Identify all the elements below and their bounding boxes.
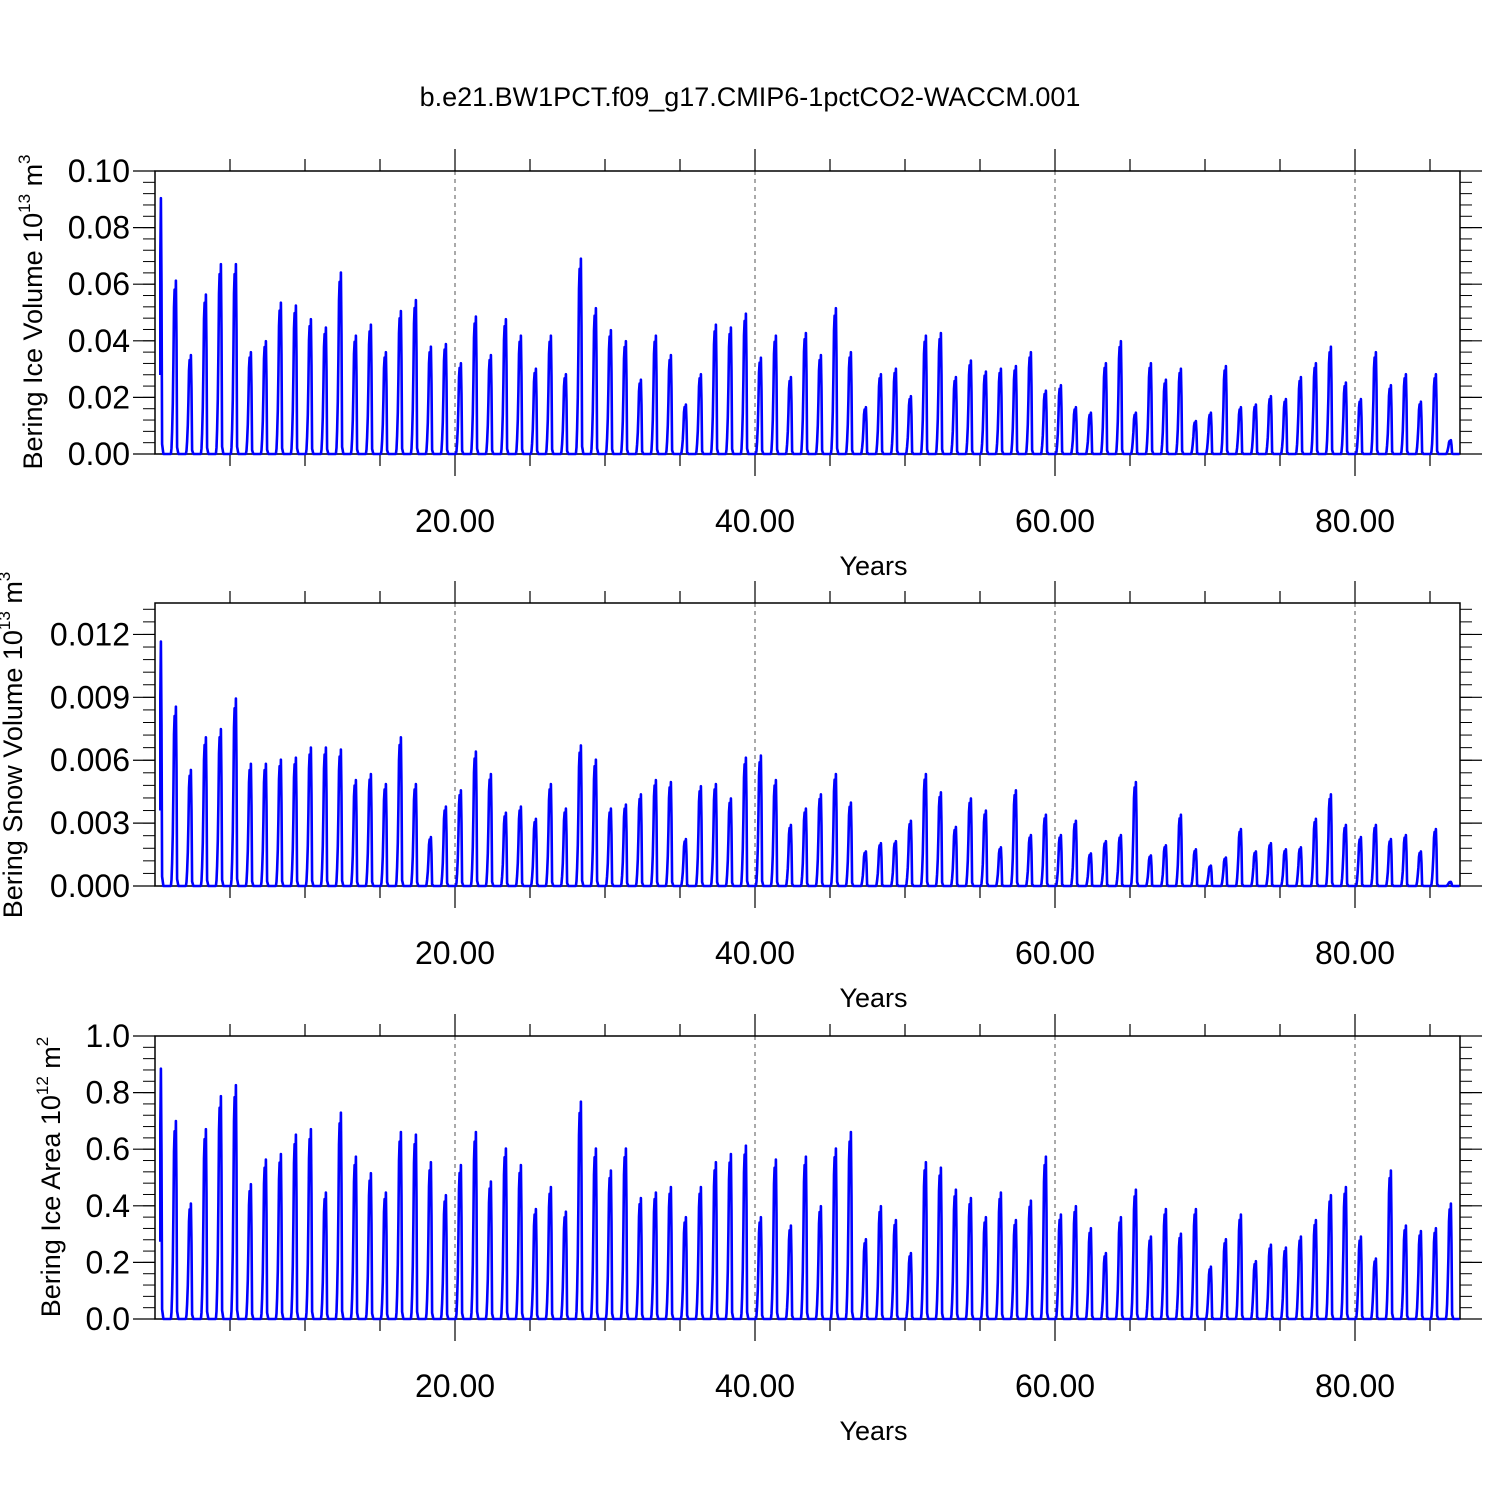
x-tick-label: 60.00 [1015,935,1095,971]
chart-title: b.e21.BW1PCT.f09_g17.CMIP6-1pctCO2-WACCM… [420,82,1081,112]
snow-volume-series-line [159,640,1461,888]
y-tick-label: 0.00 [68,436,130,472]
x-axis-title: Years [839,1416,907,1446]
x-tick-label: 40.00 [715,1368,795,1404]
x-tick-label: 60.00 [1015,1368,1095,1404]
panels: 20.00 40.00 60.00 80.00Years0.000.020.040.0… [0,149,1482,1446]
x-tick-label: 40.00 [715,935,795,971]
x-tick-label: 40.00 [715,503,795,539]
y-axis-title: Bering Ice Area 1012 m2 [33,1037,66,1318]
y-axis-title: Bering Snow Volume 1013 m3 [0,572,28,919]
y-axis-unit: m [18,164,48,194]
x-axis-title: Years [839,983,907,1013]
x-tick-label: 80.00 [1315,503,1395,539]
x-tick-label: 80.00 [1315,1368,1395,1404]
y-axis-unit: m [36,1046,66,1076]
snow-volume-panel: 20.00 40.00 60.00 80.00 Years 0.000 0.003 0.006… [0,572,1482,1013]
ice-area-panel: 20.00 40.00 60.00 80.00 Years 0.0 0.2 0.4 0.6 0.8… [33,1014,1482,1446]
y-tick-label: 0.000 [50,868,130,904]
ice-area-series-line [159,1067,1461,1321]
y-axis-title: Bering Ice Volume 1013 m3 [15,154,48,469]
y-tick-label: 0.4 [86,1188,130,1224]
y-axis-exponent: 13 [0,611,14,630]
x-tick-label: 80.00 [1315,935,1395,971]
y-axis-exponent: 13 [15,194,34,213]
y-axis-title-text: Bering Ice Volume 10 [18,213,48,470]
y-tick-label: 0.08 [68,210,130,246]
y-tick-label: 0.04 [68,323,130,359]
x-tick-label: 20.00 [415,503,495,539]
y-tick-label: 1.0 [86,1018,130,1054]
y-tick-label: 0.8 [86,1075,130,1111]
y-tick-label: 0.6 [86,1131,130,1167]
y-axis-exponent: 12 [33,1076,52,1095]
y-tick-label: 0.2 [86,1244,130,1280]
y-tick-label: 0.10 [68,153,130,189]
y-tick-label: 0.02 [68,379,130,415]
y-tick-label: 0.06 [68,266,130,302]
y-tick-label: 0.0 [86,1301,130,1337]
y-axis-title-text: Bering Ice Area 10 [36,1095,66,1317]
y-tick-label: 0.012 [50,616,130,652]
y-axis-unit: m [0,581,28,611]
y-axis-unit-power: 2 [33,1037,52,1046]
y-axis-title-text: Bering Snow Volume 10 [0,630,28,918]
y-tick-label: 0.006 [50,742,130,778]
y-axis-unit-power: 3 [0,572,14,581]
y-tick-label: 0.009 [50,679,130,715]
x-tick-label: 60.00 [1015,503,1095,539]
x-axis-title: Years [839,551,907,581]
y-tick-label: 0.003 [50,805,130,841]
y-axis-unit-power: 3 [15,154,34,163]
ice-volume-panel: 20.00 40.00 60.00 80.00 Years 0.00 0.02 0.04 0.0… [15,149,1482,581]
x-tick-label: 20.00 [415,1368,495,1404]
x-tick-label: 20.00 [415,935,495,971]
ice-volume-series-line [159,196,1461,456]
